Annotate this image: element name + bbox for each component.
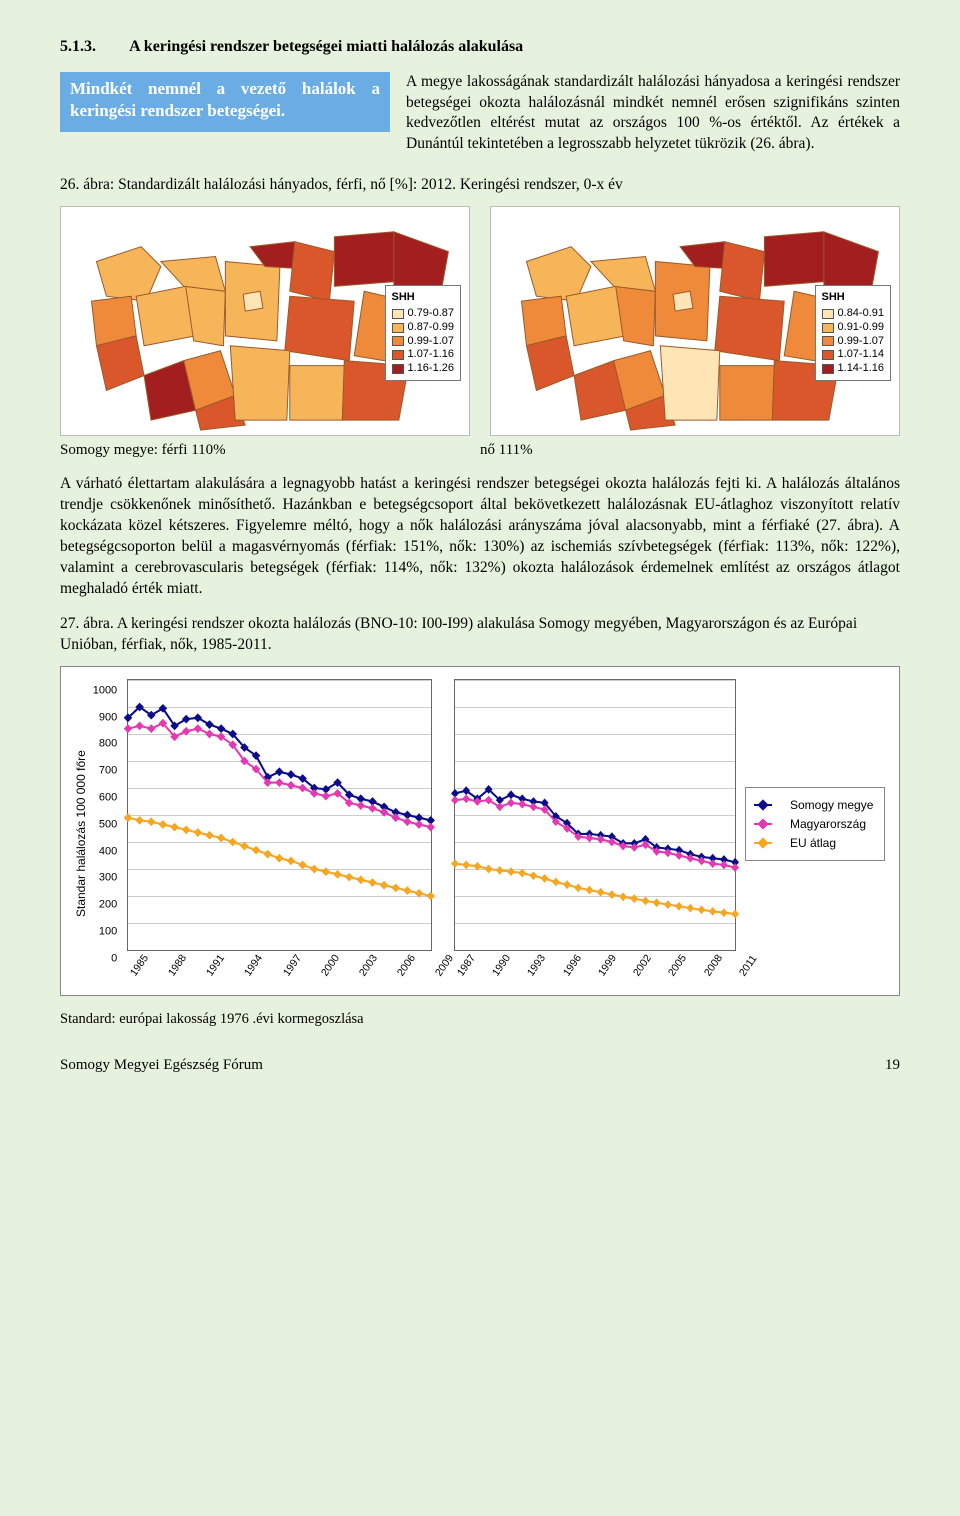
chart-legend-row: Magyarország (754, 816, 876, 832)
y-tick: 500 (99, 817, 123, 832)
x-tick: 1985 (127, 952, 152, 979)
chart-legend-label: Somogy megye (790, 797, 873, 813)
y-tick: 800 (99, 737, 123, 752)
y-tick: 400 (99, 844, 123, 859)
callout-box: Mindkét nemnél a vezető halálok a kering… (60, 72, 390, 132)
legend-range: 0.79-0.87 (408, 307, 454, 321)
x-tick: 2000 (318, 952, 343, 979)
x-tick: 1997 (280, 952, 305, 979)
y-tick: 100 (99, 925, 123, 940)
footer-page: 19 (885, 1055, 900, 1075)
x-tick: 1996 (560, 952, 585, 979)
legend-range: 0.99-1.07 (838, 335, 884, 349)
x-tick: 2005 (665, 952, 690, 979)
legend-row: 0.87-0.99 (392, 321, 454, 335)
page-footer: Somogy Megyei Egészség Fórum 19 (60, 1055, 900, 1075)
y-tick: 300 (99, 871, 123, 886)
x-tick: 2008 (701, 952, 726, 979)
legend-range: 1.16-1.26 (408, 362, 454, 376)
y-axis-label: Standar halálozás 100 000 főre (69, 679, 93, 989)
chart-legend: Somogy megye Magyarország EU átlag (745, 787, 885, 862)
legend-range: 0.99-1.07 (408, 335, 454, 349)
chart-legend-label: Magyarország (790, 816, 866, 832)
chart-panel-a (127, 679, 432, 951)
intro-para: Mindkét nemnél a vezető halálok a kering… (60, 72, 900, 156)
chart-legend-row: EU átlag (754, 835, 876, 851)
para2: A várható élettartam alakulására a legna… (60, 474, 900, 600)
legend-title-a: SHH (392, 290, 454, 305)
x-tick: 2002 (630, 952, 655, 979)
y-tick: 1000 (93, 683, 123, 698)
x-tick: 2003 (356, 952, 381, 979)
legend-row: 1.07-1.14 (822, 348, 884, 362)
section-heading: 5.1.3. A keringési rendszer betegségei m… (60, 36, 900, 58)
legend-title-b: SHH (822, 290, 884, 305)
legend-range: 0.84-0.91 (838, 307, 884, 321)
somogy-female: nő 111% (480, 440, 900, 460)
y-tick: 700 (99, 764, 123, 779)
x-tick: 1994 (241, 952, 266, 979)
legend-row: 0.91-0.99 (822, 321, 884, 335)
map-male-legend: SHH 0.79-0.870.87-0.990.99-1.071.07-1.16… (385, 285, 461, 381)
map-female-legend: SHH 0.84-0.910.91-0.990.99-1.071.07-1.14… (815, 285, 891, 381)
somogy-male: Somogy megye: férfi 110% (60, 440, 480, 460)
standard-note: Standard: európai lakosság 1976 .évi kor… (60, 1010, 900, 1030)
legend-row: 0.84-0.91 (822, 307, 884, 321)
legend-range: 1.14-1.16 (838, 362, 884, 376)
x-tick: 1990 (489, 952, 514, 979)
para1-text: A megye lakosságának standardizált halál… (406, 73, 900, 153)
legend-range: 0.91-0.99 (838, 321, 884, 335)
legend-row: 1.16-1.26 (392, 362, 454, 376)
footer-left: Somogy Megyei Egészség Fórum (60, 1055, 263, 1075)
figure27-caption: 27. ábra. A keringési rendszer okozta ha… (60, 614, 900, 656)
legend-row: 0.99-1.07 (392, 335, 454, 349)
chart-legend-label: EU átlag (790, 835, 836, 851)
y-tick: 200 (99, 898, 123, 913)
somogy-values: Somogy megye: férfi 110% nő 111% (60, 440, 900, 460)
x-tick: 2006 (394, 952, 419, 979)
section-number: 5.1.3. (60, 36, 96, 58)
legend-range: 1.07-1.16 (408, 348, 454, 362)
y-tick: 600 (99, 791, 123, 806)
legend-row: 1.07-1.16 (392, 348, 454, 362)
section-title: A keringési rendszer betegségei miatti h… (129, 38, 523, 55)
legend-row: 1.14-1.16 (822, 362, 884, 376)
legend-range: 1.07-1.14 (838, 348, 884, 362)
x-tick: 1999 (595, 952, 620, 979)
legend-range: 0.87-0.99 (408, 321, 454, 335)
legend-row: 0.99-1.07 (822, 335, 884, 349)
chart-panel-b (454, 679, 736, 951)
figure26-caption: 26. ábra: Standardizált halálozási hánya… (60, 175, 900, 196)
map-female: SHH 0.84-0.910.91-0.990.99-1.071.07-1.14… (490, 206, 900, 436)
x-tick: 1987 (454, 952, 479, 979)
chart27: Standar halálozás 100 000 főre 0 100 200 30… (60, 666, 900, 996)
x-tick: 1993 (524, 952, 549, 979)
y-tick: 900 (99, 710, 123, 725)
maps-row: SHH 0.79-0.870.87-0.990.99-1.071.07-1.16… (60, 206, 900, 436)
chart-legend-row: Somogy megye (754, 797, 876, 813)
y-tick: 0 (111, 951, 123, 966)
map-male: SHH 0.79-0.870.87-0.990.99-1.071.07-1.16… (60, 206, 470, 436)
legend-row: 0.79-0.87 (392, 307, 454, 321)
x-tick: 1991 (203, 952, 228, 979)
x-tick: 1988 (165, 952, 190, 979)
